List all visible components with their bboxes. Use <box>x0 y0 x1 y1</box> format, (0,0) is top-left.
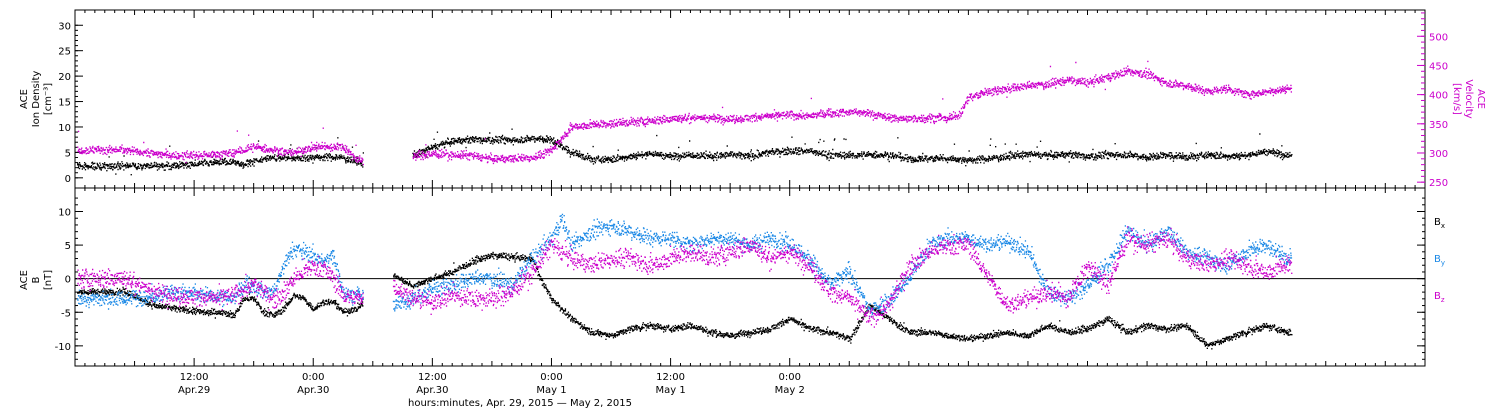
y-tick-label: 25 <box>58 47 71 58</box>
legend-bz: Bz <box>1434 291 1445 304</box>
time-tick-label: 0:00 <box>302 372 324 383</box>
date-tick-label: May 2 <box>775 385 805 396</box>
top-ylabel-line-1: ACE <box>19 89 30 109</box>
panel-top-ticks: 0 5 10 15 20 25 30 250 300 350 400 450 500 <box>58 10 1448 189</box>
date-tick-label: May 1 <box>655 385 685 396</box>
top-ylabel-right-line-2: Velocity <box>1463 79 1474 118</box>
y-tick-label: 20 <box>58 72 71 83</box>
legend-bx: Bx <box>1434 217 1445 230</box>
bottom-ylabel-line-3: [nT] <box>43 270 54 290</box>
panel-bottom: -10 -5 0 5 10 ACE B [nT] Bx By Bz <box>19 187 1445 367</box>
legend: Bx By Bz <box>1434 217 1445 304</box>
y-tick-label: 0 <box>65 275 71 286</box>
top-ylabel-line-2: Ion Density <box>31 71 42 128</box>
y-tick-label: -10 <box>55 342 71 353</box>
panel-top: 0 5 10 15 20 25 30 250 300 350 400 450 500 ACE Ion D… <box>19 9 1486 189</box>
panel-top-points <box>77 60 1293 176</box>
legend-by: By <box>1434 254 1445 267</box>
y-tick-label: 10 <box>58 208 71 219</box>
series-points <box>77 128 1293 176</box>
y-tick-label: 0 <box>65 174 71 185</box>
date-tick-label: Apr.30 <box>416 385 448 396</box>
time-axis-labels: 12:00 Apr.29 0:00 Apr.30 12:00 Apr.30 0:00 May … <box>178 372 805 396</box>
time-tick-label: 12:00 <box>180 372 209 383</box>
y-tick-label: 10 <box>58 123 71 134</box>
series-points <box>77 60 1293 166</box>
date-tick-label: May 1 <box>536 385 566 396</box>
panel-top-frame <box>74 9 1426 189</box>
top-ylabel-line-3: [cm⁻³] <box>43 83 54 115</box>
top-ylabel-right-line-1: ACE <box>1475 89 1486 109</box>
time-axis-title: hours:minutes, Apr. 29, 2015 — May 2, 20… <box>408 398 632 409</box>
time-tick-label: 0:00 <box>778 372 800 383</box>
date-tick-label: Apr.30 <box>297 385 329 396</box>
date-tick-label: Apr.29 <box>178 385 210 396</box>
y-tick-label: -5 <box>61 308 71 319</box>
y-tick-label: 5 <box>65 241 71 252</box>
time-tick-label: 12:00 <box>418 372 447 383</box>
time-tick-label: 0:00 <box>540 372 562 383</box>
bottom-ylabel-line-1: ACE <box>19 270 30 290</box>
panel-bottom-points <box>77 213 1293 350</box>
y-right-tick-label: 450 <box>1429 61 1448 72</box>
series-points <box>77 226 1293 328</box>
time-tick-label: 12:00 <box>656 372 685 383</box>
bottom-ylabel-line-2: B <box>31 276 42 283</box>
y-right-tick-label: 350 <box>1429 120 1448 131</box>
y-tick-label: 30 <box>58 21 71 32</box>
y-right-tick-label: 250 <box>1429 178 1448 189</box>
y-right-tick-label: 500 <box>1429 32 1448 43</box>
series-points <box>77 213 1293 321</box>
series-points <box>77 251 1293 350</box>
y-right-tick-label: 300 <box>1429 149 1448 160</box>
y-tick-label: 15 <box>58 98 71 109</box>
y-tick-label: 5 <box>65 148 71 159</box>
top-ylabel-right-line-3: [km/s] <box>1451 83 1462 115</box>
y-right-tick-label: 400 <box>1429 91 1448 102</box>
panel-bottom-ticks: -10 -5 0 5 10 <box>55 188 1426 366</box>
